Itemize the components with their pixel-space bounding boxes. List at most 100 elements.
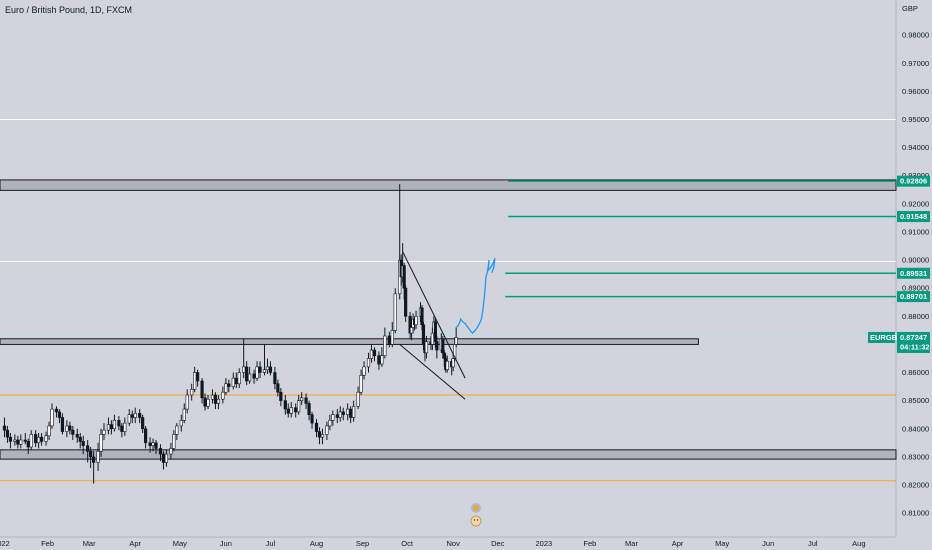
y-tick-label: 0.88000 — [902, 312, 929, 321]
x-tick-label: Jul — [808, 539, 818, 548]
x-tick-label: Dec — [491, 539, 505, 548]
candle-body — [335, 414, 339, 418]
smiley-icon[interactable] — [470, 515, 482, 527]
candle-body — [37, 436, 41, 444]
y-tick-label: 0.98000 — [902, 31, 929, 40]
y-tick-label: 0.83000 — [902, 452, 929, 461]
candle-body — [390, 330, 394, 345]
candle-body — [352, 405, 356, 418]
candle-body — [200, 380, 204, 399]
candle-body — [185, 394, 189, 410]
candle-body — [380, 355, 384, 365]
candle-body — [441, 338, 445, 354]
x-tick-label: Sep — [356, 539, 369, 548]
y-tick-label: 0.96000 — [902, 87, 929, 96]
x-tick-label: Mar — [625, 539, 638, 548]
candle-body — [86, 445, 90, 452]
y-tick-label: 0.81000 — [902, 509, 929, 518]
candle-body — [454, 337, 458, 345]
candle-body — [369, 349, 374, 359]
candle-body — [383, 335, 387, 356]
y-tick-label: 0.85000 — [902, 396, 929, 405]
candle-body — [123, 422, 127, 432]
price-tag-label: 0.89531 — [900, 269, 927, 278]
candle-body — [172, 434, 176, 449]
x-tick-label: Apr — [672, 539, 684, 548]
x-tick-label: Apr — [129, 539, 141, 548]
event-marker-icon[interactable] — [471, 503, 481, 513]
candle-body — [359, 375, 363, 393]
candle-body — [252, 373, 256, 379]
candle-body — [424, 341, 429, 354]
last-price-label: 0.87247 — [900, 333, 927, 342]
candle-body — [106, 424, 111, 431]
x-tick-label: May — [715, 539, 729, 548]
candle-body — [234, 377, 238, 385]
candle-body — [117, 420, 121, 427]
zone-rectangle[interactable] — [0, 338, 699, 345]
candle-body — [430, 332, 434, 345]
candle-body — [451, 358, 455, 368]
candle-body — [289, 407, 293, 414]
candle-body — [44, 435, 48, 442]
trendline[interactable] — [399, 344, 466, 400]
candle-body — [161, 453, 166, 463]
candle-body — [366, 358, 371, 368]
zone-rectangle[interactable] — [0, 179, 897, 191]
price-tag-bg — [897, 267, 930, 279]
candle-body — [372, 349, 377, 356]
zones-layer — [0, 179, 897, 460]
price-tag-bg — [897, 211, 930, 223]
candle-body — [68, 425, 72, 431]
trendline[interactable] — [402, 251, 466, 379]
candle-body — [362, 366, 366, 376]
candle-body — [60, 417, 65, 432]
candle-body — [325, 425, 329, 435]
candle-body — [338, 411, 342, 418]
candle-body — [26, 441, 30, 448]
symbol-label: EURGBP — [870, 333, 902, 342]
candle-body — [402, 265, 406, 289]
candle-body — [2, 425, 7, 431]
countdown-label: 04:11:32 — [900, 342, 930, 351]
candle-body — [130, 414, 134, 418]
candle-body — [307, 403, 311, 415]
candle-body — [75, 434, 79, 438]
x-tick-labels: 2022 Feb Mar Apr May Jun Jul Aug Sep Oct Nov Dec 202… — [0, 539, 866, 548]
candle-body — [377, 355, 381, 365]
zone-rectangle[interactable] — [0, 449, 897, 460]
candle-body — [65, 425, 69, 432]
candle-body — [203, 397, 207, 407]
x-tick-label: Oct — [401, 539, 414, 548]
candle-body — [445, 360, 449, 371]
candle-body — [127, 414, 131, 424]
candle-body — [190, 389, 194, 396]
drawings-layer — [399, 180, 896, 400]
candle-body — [54, 408, 59, 413]
x-tick-label: Jun — [762, 539, 774, 548]
candle-body — [349, 408, 353, 418]
y-tick-label: 0.84000 — [902, 424, 929, 433]
x-tick-label: Jul — [266, 539, 276, 548]
x-tick-label: May — [173, 539, 187, 548]
price-tag-label: 0.91548 — [900, 212, 927, 221]
x-tick-label: 2022 — [0, 539, 10, 548]
time-axis[interactable] — [0, 537, 896, 550]
candle-body — [13, 439, 17, 442]
candle-body — [141, 417, 145, 430]
candle-body — [158, 448, 163, 455]
candle-body — [175, 425, 179, 435]
candle-body — [314, 422, 319, 432]
candle-body — [50, 408, 54, 427]
candle-body — [262, 369, 267, 373]
candle-body — [57, 411, 62, 418]
y-tick-label: 0.92000 — [902, 199, 929, 208]
candle-body — [265, 366, 270, 371]
price-tag-label: 0.88701 — [900, 292, 927, 301]
candle-body — [8, 436, 13, 442]
candle-body — [99, 434, 103, 452]
x-tick-label: Nov — [447, 539, 461, 548]
candle-body — [279, 391, 283, 401]
y-tick-label: 0.90000 — [902, 256, 929, 265]
projection-arrow[interactable] — [455, 258, 496, 335]
